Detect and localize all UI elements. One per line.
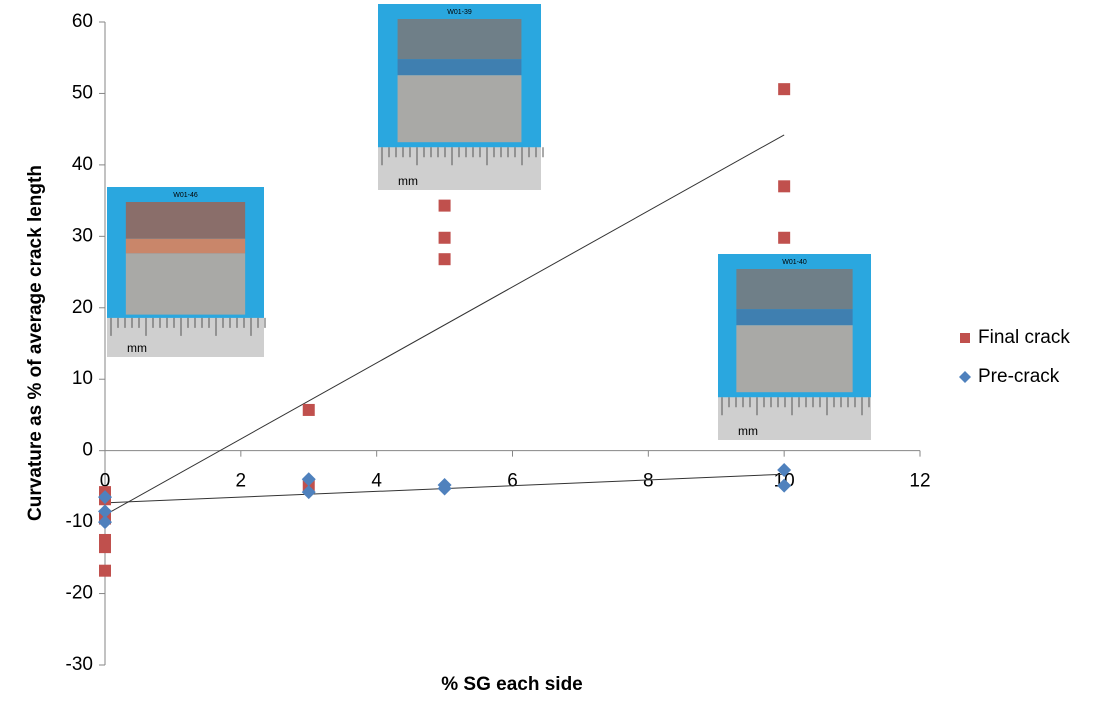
- y-tick-label: 0: [82, 440, 93, 461]
- y-tick-label: 40: [72, 154, 93, 175]
- data-point: [777, 478, 792, 493]
- data-point: [99, 564, 111, 577]
- x-tick-label: 6: [507, 471, 518, 492]
- y-tick-label: 50: [72, 82, 93, 103]
- y-axis-label: Curvature as % of average crack length: [25, 165, 46, 521]
- data-point: [98, 490, 112, 505]
- data-point: [99, 541, 111, 554]
- y-tick-label: -10: [66, 511, 93, 532]
- x-tick-label: 12: [909, 471, 930, 492]
- specimen-top: [125, 202, 246, 239]
- ruler: [107, 317, 264, 357]
- data-point: [301, 472, 316, 487]
- specimen-fracture: [736, 325, 853, 393]
- data-point: [438, 231, 451, 244]
- inset-label: W01-40: [782, 259, 807, 266]
- x-tick-label: 8: [643, 471, 654, 492]
- ruler-unit: mm: [398, 174, 418, 188]
- trendline: [104, 134, 785, 516]
- inset-photo: W01-39 mm: [378, 4, 544, 190]
- y-tick-label: -30: [66, 654, 93, 675]
- y-tick-label: 20: [72, 297, 93, 318]
- data-point: [778, 180, 791, 193]
- inset-photo: W01-40 mm: [718, 254, 871, 440]
- data-point: [437, 481, 452, 496]
- legend-swatch: [960, 333, 970, 343]
- data-point: [778, 83, 791, 96]
- y-tick-label: -20: [66, 583, 93, 604]
- x-axis-label: % SG each side: [441, 674, 583, 695]
- specimen-top: [397, 19, 522, 60]
- x-tick-label: 4: [371, 471, 382, 492]
- specimen-band: [125, 238, 246, 254]
- ruler-unit: mm: [127, 341, 147, 355]
- specimen-top: [736, 269, 853, 310]
- ruler-unit: mm: [738, 424, 758, 438]
- inset-label: W01-46: [173, 192, 198, 199]
- data-point: [98, 504, 112, 519]
- specimen-fracture: [125, 253, 246, 315]
- specimen-band: [397, 59, 522, 76]
- data-point: [438, 199, 451, 212]
- y-tick-label: 30: [72, 225, 93, 246]
- data-point: [98, 515, 112, 530]
- y-tick-label: 10: [72, 368, 93, 389]
- data-point: [301, 485, 316, 500]
- x-tick-label: 2: [236, 471, 247, 492]
- legend-swatch: [959, 371, 971, 383]
- y-tick-label: 60: [72, 11, 93, 32]
- data-point: [778, 231, 791, 244]
- inset-photo: W01-46 mm: [107, 187, 266, 357]
- inset-label: W01-39: [447, 9, 472, 16]
- data-point: [302, 403, 315, 416]
- legend-label: Final crack: [978, 327, 1070, 348]
- specimen-fracture: [397, 75, 522, 143]
- x-tick-label: 0: [100, 471, 111, 492]
- specimen-band: [736, 309, 853, 326]
- legend-label: Pre-crack: [978, 366, 1060, 387]
- data-point: [438, 253, 451, 266]
- data-point: [777, 462, 792, 477]
